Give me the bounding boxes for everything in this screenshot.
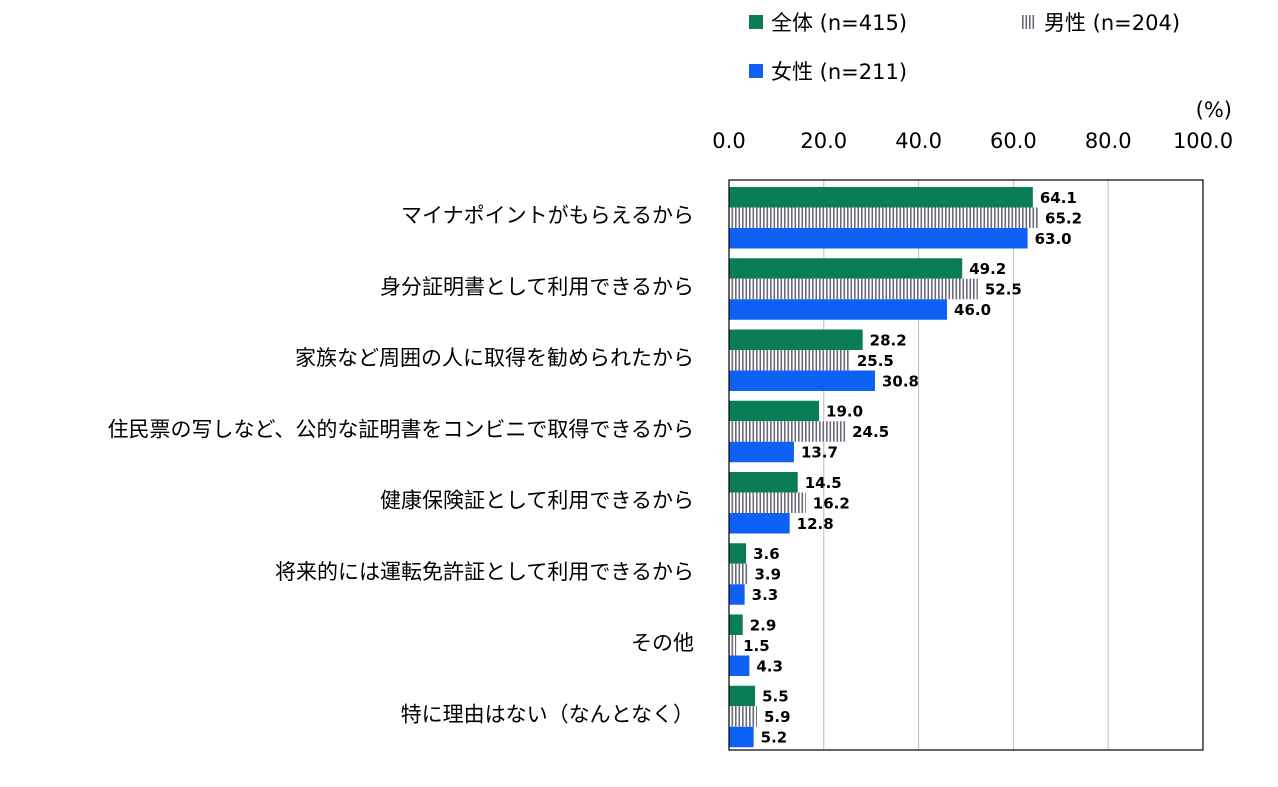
category-label-4: 健康保険証として利用できるから [380, 489, 694, 513]
x-tick-label-5: 100.0 [1173, 129, 1233, 153]
value-label-7-1: 5.9 [764, 708, 791, 726]
value-label-1-1: 52.5 [985, 281, 1022, 299]
bar-1-0 [729, 258, 963, 279]
bar-6-1 [729, 635, 737, 656]
bar-4-1 [729, 492, 806, 513]
x-tick-label-2: 40.0 [895, 129, 942, 153]
value-label-7-2: 5.2 [761, 729, 788, 747]
bar-7-1 [729, 706, 757, 727]
x-axis-ticks: 0.0 20.0 40.0 60.0 80.0 100.0 [712, 129, 1233, 153]
value-label-6-0: 2.9 [750, 616, 777, 634]
legend-item-0: 全体 (n=415) [749, 11, 907, 35]
bar-2-1 [729, 350, 850, 371]
legend-swatch-2 [749, 64, 763, 78]
bar-6-0 [729, 614, 743, 635]
category-labels: マイナポイントがもらえるから身分証明書として利用できるから家族など周囲の人に取得… [107, 204, 694, 727]
legend-item-2: 女性 (n=211) [749, 60, 907, 84]
bar-5-1 [729, 563, 748, 585]
value-label-6-2: 4.3 [756, 657, 783, 675]
legend-label-0: 全体 (n=415) [771, 11, 907, 35]
value-label-5-0: 3.6 [753, 545, 780, 563]
value-label-2-0: 28.2 [870, 331, 907, 349]
bar-5-0 [729, 543, 747, 564]
bar-2-2 [729, 370, 875, 391]
legend: 全体 (n=415) 男性 (n=204) 女性 (n=211) [749, 11, 1180, 84]
value-label-4-1: 16.2 [813, 494, 850, 512]
value-label-5-2: 3.3 [752, 586, 779, 604]
value-label-0-1: 65.2 [1045, 209, 1082, 227]
category-label-3: 住民票の写しなど、公的な証明書をコンビニで取得できるから [107, 417, 694, 441]
category-label-6: その他 [631, 631, 694, 655]
x-tick-label-4: 80.0 [1085, 129, 1132, 153]
x-tick-label-0: 0.0 [712, 129, 745, 153]
x-tick-label-1: 20.0 [800, 129, 847, 153]
value-label-3-2: 13.7 [801, 444, 838, 462]
value-label-3-0: 19.0 [826, 403, 863, 421]
value-label-0-2: 63.0 [1035, 230, 1072, 248]
category-label-5: 将来的には運転免許証として利用できるから [275, 560, 694, 584]
category-label-0: マイナポイントがもらえるから [401, 204, 694, 228]
bar-3-0 [729, 400, 820, 422]
value-label-4-2: 12.8 [797, 515, 834, 533]
plot-frame [728, 179, 1204, 751]
category-label-7: 特に理由はない（なんとなく） [401, 702, 694, 726]
bars [729, 187, 1039, 748]
bar-4-0 [729, 472, 798, 493]
value-label-1-2: 46.0 [954, 301, 991, 319]
value-label-2-2: 30.8 [882, 372, 919, 390]
legend-swatch-0 [749, 15, 763, 29]
bar-0-2 [729, 228, 1028, 249]
unit-label: (%) [1196, 98, 1232, 122]
bar-0-0 [729, 187, 1033, 208]
value-label-7-0: 5.5 [762, 688, 789, 706]
bar-1-1 [729, 278, 978, 300]
bar-2-0 [729, 329, 863, 350]
value-label-3-1: 24.5 [852, 423, 889, 441]
legend-item-1: 男性 (n=204) [1022, 11, 1180, 35]
bar-4-2 [729, 513, 790, 534]
value-labels: 64.1 65.2 63.0 49.2 52.5 46.0 28.2 25.5 30.8 19.0… [743, 189, 1082, 747]
bar-3-2 [729, 441, 794, 463]
x-tick-label-3: 60.0 [990, 129, 1037, 153]
value-label-4-0: 14.5 [805, 474, 842, 492]
value-label-5-1: 3.9 [754, 566, 781, 584]
bar-3-1 [729, 421, 846, 442]
bar-7-0 [729, 685, 756, 707]
bar-7-2 [729, 726, 754, 748]
value-label-1-0: 49.2 [969, 260, 1006, 278]
category-label-1: 身分証明書として利用できるから [380, 275, 694, 299]
value-label-0-0: 64.1 [1040, 189, 1077, 207]
legend-label-2: 女性 (n=211) [771, 60, 907, 84]
value-label-2-1: 25.5 [857, 352, 894, 370]
bar-0-1 [729, 207, 1039, 228]
value-label-6-1: 1.5 [743, 637, 770, 655]
legend-label-1: 男性 (n=204) [1044, 11, 1180, 35]
category-label-2: 家族など周囲の人に取得を勧められたから [295, 346, 694, 370]
bar-5-2 [729, 584, 745, 605]
bar-1-2 [729, 299, 948, 320]
legend-swatch-1 [1022, 15, 1036, 29]
bar-6-2 [729, 655, 750, 676]
